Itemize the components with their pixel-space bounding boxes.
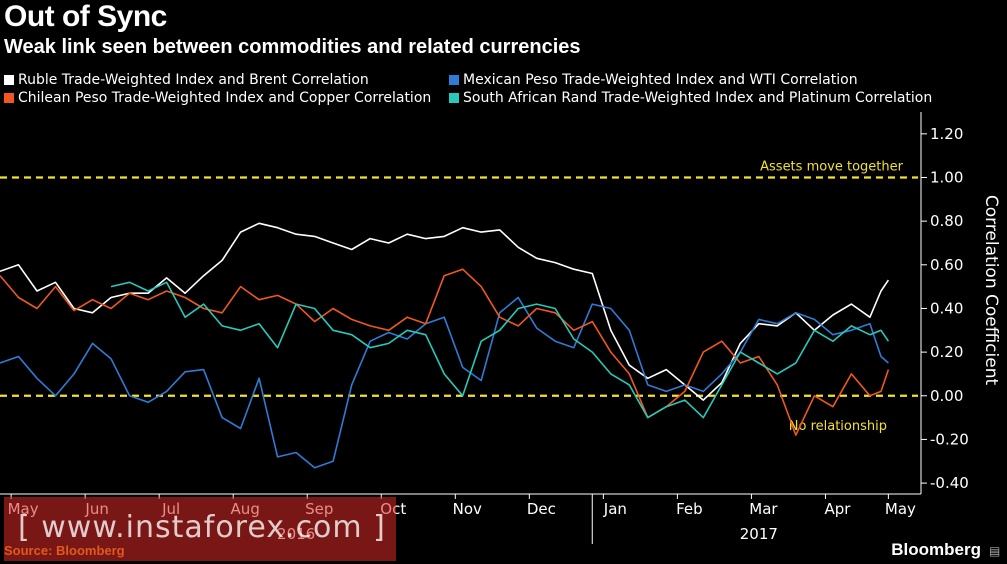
legend-swatch-rand	[449, 93, 459, 103]
x-tick-label: Jan	[603, 500, 627, 518]
watermark-text: [ www.instaforex.com ]	[18, 510, 386, 545]
x-tick-label: Nov	[453, 500, 482, 518]
series-line-2	[0, 268, 890, 436]
legend-swatch-mexico	[449, 75, 459, 85]
series-line-1	[0, 296, 889, 469]
brand-logo: Bloomberg	[891, 540, 981, 559]
y-tick-label: 0.40	[930, 299, 963, 317]
legend-item-rand: South African Rand Trade-Weighted Index …	[449, 90, 932, 106]
legend-swatch-ruble	[4, 75, 14, 85]
x-tick-label: Feb	[676, 500, 703, 518]
x-tick-label: Mar	[749, 500, 778, 518]
y-tick-label: 1.00	[930, 168, 963, 186]
y-tick-label: 0.80	[930, 212, 963, 230]
reference-label: No relationship	[789, 419, 887, 434]
source-note: Source: Bloomberg	[4, 543, 125, 558]
chart-title: Out of Sync	[4, 0, 167, 33]
y-tick-label: 0.20	[930, 343, 963, 361]
legend-item-ruble: Ruble Trade-Weighted Index and Brent Cor…	[4, 72, 369, 88]
series-line-0	[0, 222, 890, 401]
y-tick-label: 0.60	[930, 256, 963, 274]
series-line-3	[110, 281, 890, 419]
reference-label: Assets move together	[760, 159, 904, 174]
y-tick-label: 0.00	[930, 387, 963, 405]
y-axis-title: Correlation Coefficient	[981, 195, 1001, 386]
x-tick-label: May	[885, 500, 916, 518]
y-tick-label: -0.20	[930, 430, 969, 448]
legend-label-chile: Chilean Peso Trade-Weighted Index and Co…	[18, 90, 432, 106]
legend-swatch-chile	[4, 93, 14, 103]
legend-item-chile: Chilean Peso Trade-Weighted Index and Co…	[4, 90, 431, 106]
watermark-band	[4, 497, 396, 561]
x-tick-label: Dec	[527, 500, 556, 518]
legend-label-mexico: Mexican Peso Trade-Weighted Index and WT…	[463, 72, 858, 88]
year-label: 2017	[740, 525, 778, 543]
x-tick-label: Apr	[824, 500, 851, 518]
chart-subtitle: Weak link seen between commodities and r…	[4, 36, 581, 58]
y-tick-label: -0.40	[930, 474, 969, 492]
legend-label-rand: South African Rand Trade-Weighted Index …	[463, 90, 933, 106]
y-tick-label: 1.20	[930, 125, 963, 143]
legend-item-mexico: Mexican Peso Trade-Weighted Index and WT…	[449, 72, 858, 88]
legend-label-ruble: Ruble Trade-Weighted Index and Brent Cor…	[18, 72, 369, 88]
graph-icon: ▤	[989, 544, 1001, 558]
